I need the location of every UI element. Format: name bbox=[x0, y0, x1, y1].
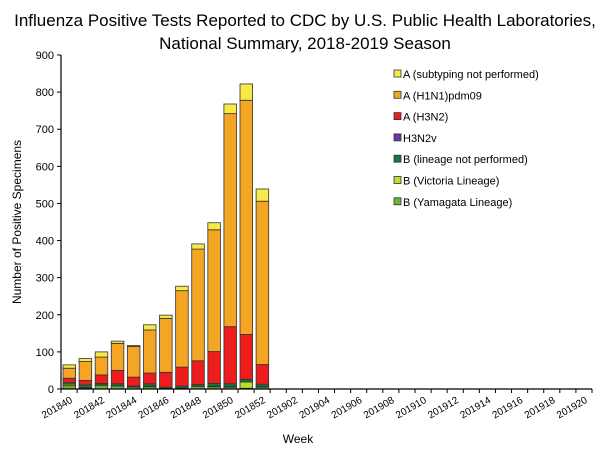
bar-segment-201840-a-subtyping-not-performed- bbox=[63, 365, 76, 368]
y-tick-label: 100 bbox=[36, 347, 54, 359]
bar-segment-201847-a-h1n1-pdm09 bbox=[176, 291, 189, 367]
bar-segment-201849-a-h1n1-pdm09 bbox=[208, 230, 221, 352]
legend-label: B (Victoria Lineage) bbox=[403, 176, 499, 188]
bar-segment-201849-a-subtyping-not-performed- bbox=[208, 223, 221, 230]
x-axis-title: Week bbox=[283, 432, 314, 446]
bar-segment-201852-a-h1n1-pdm09 bbox=[256, 201, 269, 364]
bar-segment-201846-a-h3n2- bbox=[160, 372, 173, 387]
legend-label: A (subtyping not performed) bbox=[403, 69, 539, 81]
y-tick-label: 400 bbox=[36, 236, 54, 248]
x-tick-label: 201850 bbox=[201, 395, 236, 421]
bar-segment-201846-a-subtyping-not-performed- bbox=[160, 315, 173, 318]
bar-segment-201845-a-subtyping-not-performed- bbox=[143, 325, 156, 330]
legend-label: A (H3N2) bbox=[403, 112, 448, 124]
bar-segment-201848-a-subtyping-not-performed- bbox=[192, 244, 205, 249]
y-tick-label: 300 bbox=[36, 273, 54, 285]
legend-swatch bbox=[394, 155, 401, 162]
bar-segment-201840-a-h1n1-pdm09 bbox=[63, 368, 76, 378]
legend-swatch bbox=[394, 198, 401, 205]
legend-swatch bbox=[394, 113, 401, 120]
bar-segment-201844-a-subtyping-not-performed- bbox=[127, 346, 140, 347]
x-tick-label: 201918 bbox=[523, 395, 558, 421]
chart-title-line-1: Influenza Positive Tests Reported to CDC… bbox=[14, 11, 596, 30]
bar-segment-201851-a-subtyping-not-performed- bbox=[240, 84, 253, 100]
y-tick-label: 600 bbox=[36, 161, 54, 173]
bar-segment-201841-a-subtyping-not-performed- bbox=[79, 359, 92, 362]
bar-segment-201844-a-h1n1-pdm09 bbox=[127, 346, 140, 377]
bar-segment-201842-a-subtyping-not-performed- bbox=[95, 352, 108, 357]
x-tick-label: 201908 bbox=[362, 395, 397, 421]
y-tick-label: 200 bbox=[36, 310, 54, 322]
bar-segment-201852-a-h3n2- bbox=[256, 365, 269, 385]
y-tick-label: 800 bbox=[36, 87, 54, 99]
bar-segment-201851-a-h1n1-pdm09 bbox=[240, 100, 253, 334]
x-tick-label: 201842 bbox=[72, 395, 107, 421]
y-axis-title: Number of Positive Specimens bbox=[10, 140, 24, 304]
legend-swatch bbox=[394, 134, 401, 141]
bar-segment-201842-a-h3n2- bbox=[95, 375, 108, 384]
y-tick-label: 0 bbox=[48, 384, 54, 396]
bar-segment-201845-a-h3n2- bbox=[143, 373, 156, 384]
bar-segment-201841-a-h3n2- bbox=[79, 380, 92, 384]
x-tick-label: 201904 bbox=[298, 395, 333, 421]
x-tick-label: 201912 bbox=[426, 395, 461, 421]
bar-segment-201844-a-h3n2- bbox=[127, 377, 140, 386]
x-tick-label: 201848 bbox=[169, 395, 204, 421]
legend-label: H3N2v bbox=[403, 133, 437, 145]
legend-swatch bbox=[394, 177, 401, 184]
bar-segment-201841-a-h1n1-pdm09 bbox=[79, 362, 92, 381]
x-tick-label: 201916 bbox=[491, 395, 526, 421]
x-tick-label: 201914 bbox=[459, 395, 494, 421]
bar-segment-201850-a-h3n2- bbox=[224, 327, 237, 384]
bar-segment-201842-a-h1n1-pdm09 bbox=[95, 357, 108, 375]
bar-segment-201840-a-h3n2- bbox=[63, 378, 76, 382]
x-tick-label: 201844 bbox=[105, 395, 140, 421]
bar-segment-201847-a-subtyping-not-performed- bbox=[176, 286, 189, 290]
bar-segment-201848-a-h3n2- bbox=[192, 361, 205, 385]
bar-segment-201843-a-subtyping-not-performed- bbox=[111, 341, 124, 343]
legend-label: B (Yamagata Lineage) bbox=[403, 197, 512, 209]
bar-segment-201849-a-h3n2- bbox=[208, 352, 221, 384]
bar-segment-201848-a-h1n1-pdm09 bbox=[192, 249, 205, 361]
x-tick-label: 201846 bbox=[137, 395, 172, 421]
x-tick-label: 201852 bbox=[233, 395, 268, 421]
x-tick-label: 201910 bbox=[394, 395, 429, 421]
bar-segment-201846-a-h1n1-pdm09 bbox=[160, 318, 173, 372]
legend-swatch bbox=[394, 91, 401, 98]
legend-label: A (H1N1)pdm09 bbox=[403, 90, 482, 102]
chart-title-line-2: National Summary, 2018-2019 Season bbox=[159, 34, 451, 53]
legend-swatch bbox=[394, 70, 401, 77]
bar-segment-201845-a-h1n1-pdm09 bbox=[143, 330, 156, 373]
y-tick-label: 700 bbox=[36, 124, 54, 136]
x-tick-label: 201902 bbox=[265, 395, 300, 421]
bar-segment-201843-a-h1n1-pdm09 bbox=[111, 343, 124, 370]
bar-segment-201851-b-victoria-lineage- bbox=[240, 382, 253, 388]
bar-segment-201850-a-h1n1-pdm09 bbox=[224, 114, 237, 327]
y-tick-label: 500 bbox=[36, 198, 54, 210]
bar-segment-201843-a-h3n2- bbox=[111, 370, 124, 383]
bar-segment-201852-a-subtyping-not-performed- bbox=[256, 189, 269, 201]
bar-segment-201851-a-h3n2- bbox=[240, 334, 253, 379]
bar-segment-201847-a-h3n2- bbox=[176, 367, 189, 386]
x-tick-label: 201840 bbox=[40, 395, 75, 421]
bar-segment-201850-a-subtyping-not-performed- bbox=[224, 104, 237, 114]
y-tick-label: 900 bbox=[36, 50, 54, 62]
x-tick-label: 201906 bbox=[330, 395, 365, 421]
legend-label: B (lineage not performed) bbox=[403, 154, 528, 166]
x-tick-label: 201920 bbox=[555, 395, 590, 421]
